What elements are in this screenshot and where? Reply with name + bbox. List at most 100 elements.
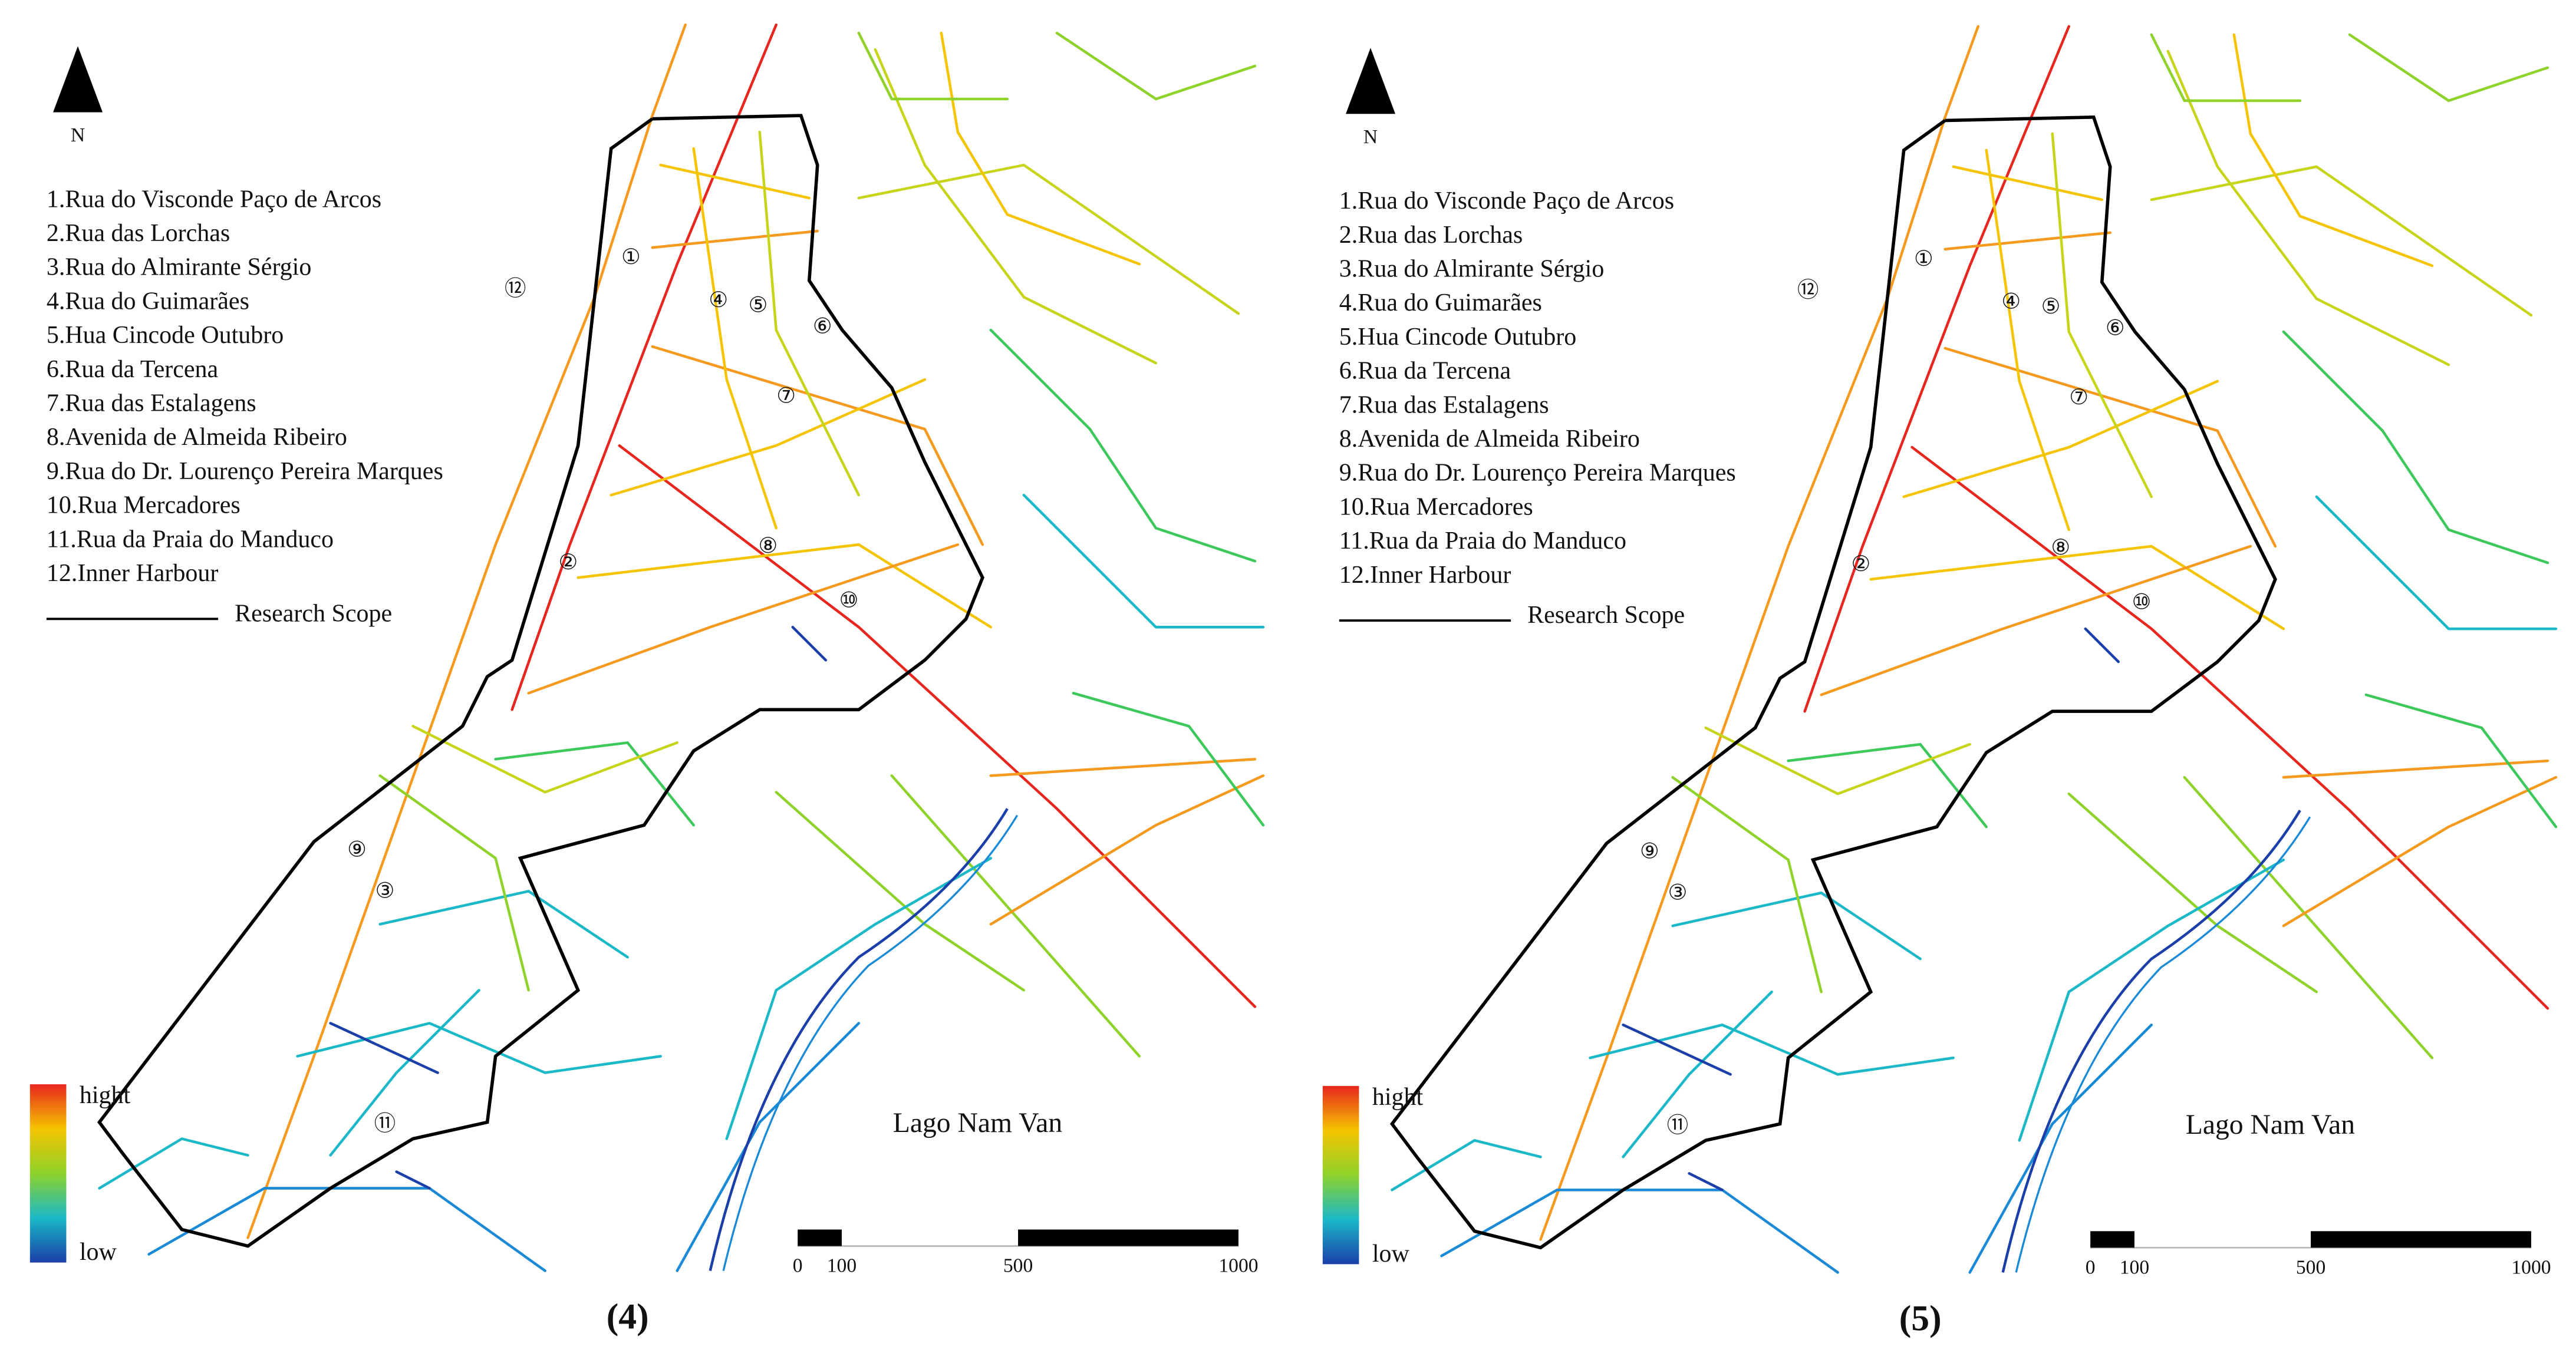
street xyxy=(2282,775,2558,927)
street xyxy=(411,725,678,794)
street xyxy=(1671,891,1922,960)
street-marker: ⑨ xyxy=(1640,839,1659,863)
legend-item: 8.Avenida de Almeida Ribeiro xyxy=(1339,425,1640,453)
street xyxy=(1943,346,2277,548)
street xyxy=(989,328,1257,563)
street xyxy=(2364,693,2558,829)
legend-item: 1.Rua do Visconde Paço de Arcos xyxy=(47,186,381,213)
colorbar xyxy=(29,1084,67,1263)
street xyxy=(577,543,993,629)
legend-item: 2.Rua das Lorchas xyxy=(1339,222,1523,249)
legend-item: 7.Rua das Estalagens xyxy=(47,390,256,417)
street xyxy=(1589,1023,1955,1076)
street xyxy=(989,758,1257,777)
street-marker: ① xyxy=(1914,247,1933,270)
research-scope-boundary xyxy=(97,114,984,1248)
street xyxy=(378,774,530,992)
scale-label: 1000 xyxy=(2511,1256,2551,1278)
scale-label: 100 xyxy=(827,1255,857,1277)
street-marker: ⑦ xyxy=(2069,385,2089,409)
street xyxy=(874,48,1158,365)
street xyxy=(1704,726,1971,796)
street xyxy=(246,23,687,1239)
legend-item: 3.Rua do Almirante Sérgio xyxy=(47,254,312,281)
street-marker: ⑪ xyxy=(1667,1113,1688,1137)
legend-item: 5.Hua Cincode Outubro xyxy=(47,322,284,349)
street-marker: ⑧ xyxy=(2051,536,2070,559)
street xyxy=(890,774,1141,1058)
legend-item: 10.Rua Mercadores xyxy=(47,492,241,519)
street-marker: ⑨ xyxy=(347,838,367,862)
street xyxy=(2150,33,2302,103)
street xyxy=(1787,742,1988,829)
street-marker: ⑧ xyxy=(758,534,778,557)
legend-item: 12.Inner Harbour xyxy=(1339,562,1511,589)
street xyxy=(147,1187,546,1272)
street xyxy=(857,31,1009,101)
legend-item: 1.Rua do Visconde Paço de Arcos xyxy=(1339,187,1674,214)
street xyxy=(1803,25,2070,713)
street xyxy=(1622,1024,1732,1076)
colorbar-high: hight xyxy=(1372,1084,1424,1111)
colorbar xyxy=(1322,1085,1359,1265)
legend-item: 3.Rua do Almirante Sérgio xyxy=(1339,256,1605,283)
street xyxy=(1622,991,1773,1158)
street xyxy=(692,147,778,530)
street-marker: ② xyxy=(1852,552,1871,576)
street xyxy=(1910,445,2549,1010)
scale-label: 0 xyxy=(793,1255,803,1277)
scale-segment xyxy=(1018,1229,1238,1246)
legend-item: 11.Rua da Praia do Manduco xyxy=(47,526,334,553)
scale-segment xyxy=(798,1229,842,1246)
street xyxy=(378,890,629,959)
street xyxy=(618,444,1257,1008)
street-marker: ③ xyxy=(1668,880,1688,904)
street xyxy=(329,989,480,1157)
street xyxy=(610,378,927,497)
street xyxy=(2150,165,2533,317)
north-arrow xyxy=(53,46,103,113)
street xyxy=(1869,544,2285,631)
street xyxy=(1671,775,1823,993)
north-label: N xyxy=(71,124,85,146)
legend-item: 7.Rua das Estalagens xyxy=(1339,391,1549,418)
street-marker: ⑦ xyxy=(776,384,796,407)
street-marker: ⑪ xyxy=(374,1111,396,1135)
street xyxy=(510,23,778,711)
street xyxy=(1902,379,2219,499)
colorbar-low: low xyxy=(1372,1240,1410,1268)
waterway xyxy=(709,808,1009,1272)
legend-item: 12.Inner Harbour xyxy=(47,560,219,587)
legend-item: 8.Avenida de Almeida Ribeiro xyxy=(47,424,347,451)
street xyxy=(651,345,984,546)
street xyxy=(2084,627,2120,664)
street xyxy=(1820,544,2252,697)
street xyxy=(725,857,993,1140)
street-marker: ⑥ xyxy=(813,315,832,338)
research-scope-boundary xyxy=(1389,115,2277,1250)
street xyxy=(2018,858,2285,1142)
scale-label: 100 xyxy=(2120,1256,2149,1278)
street-marker: ④ xyxy=(2001,290,2021,313)
scale-segment xyxy=(2311,1231,2531,1248)
panel-label: (4) xyxy=(607,1297,649,1337)
street xyxy=(1022,493,1265,629)
legend-item: 4.Rua do Guimarães xyxy=(47,288,249,315)
legend-item: 10.Rua Mercadores xyxy=(1339,493,1533,520)
street xyxy=(494,741,695,827)
street xyxy=(2051,132,2153,499)
street xyxy=(2067,792,2318,993)
north-label: N xyxy=(1363,126,1378,148)
scale-segment xyxy=(2090,1231,2134,1248)
scope-legend-label: Research Scope xyxy=(235,600,392,627)
street xyxy=(329,1022,439,1074)
legend-item: 5.Hua Cincode Outubro xyxy=(1339,324,1576,351)
map-panel: N 1.Rua do Visconde Paço de Arcos 2.Rua da… xyxy=(1322,25,2558,1339)
street-marker: ⑫ xyxy=(1797,278,1819,302)
street xyxy=(1943,231,2112,251)
legend-item: 9.Rua do Dr. Lourenço Pereira Marques xyxy=(1339,460,1736,487)
street xyxy=(989,774,1265,926)
street xyxy=(1952,165,2104,202)
street xyxy=(1055,31,1257,101)
street-marker: ⑩ xyxy=(2132,590,2152,613)
